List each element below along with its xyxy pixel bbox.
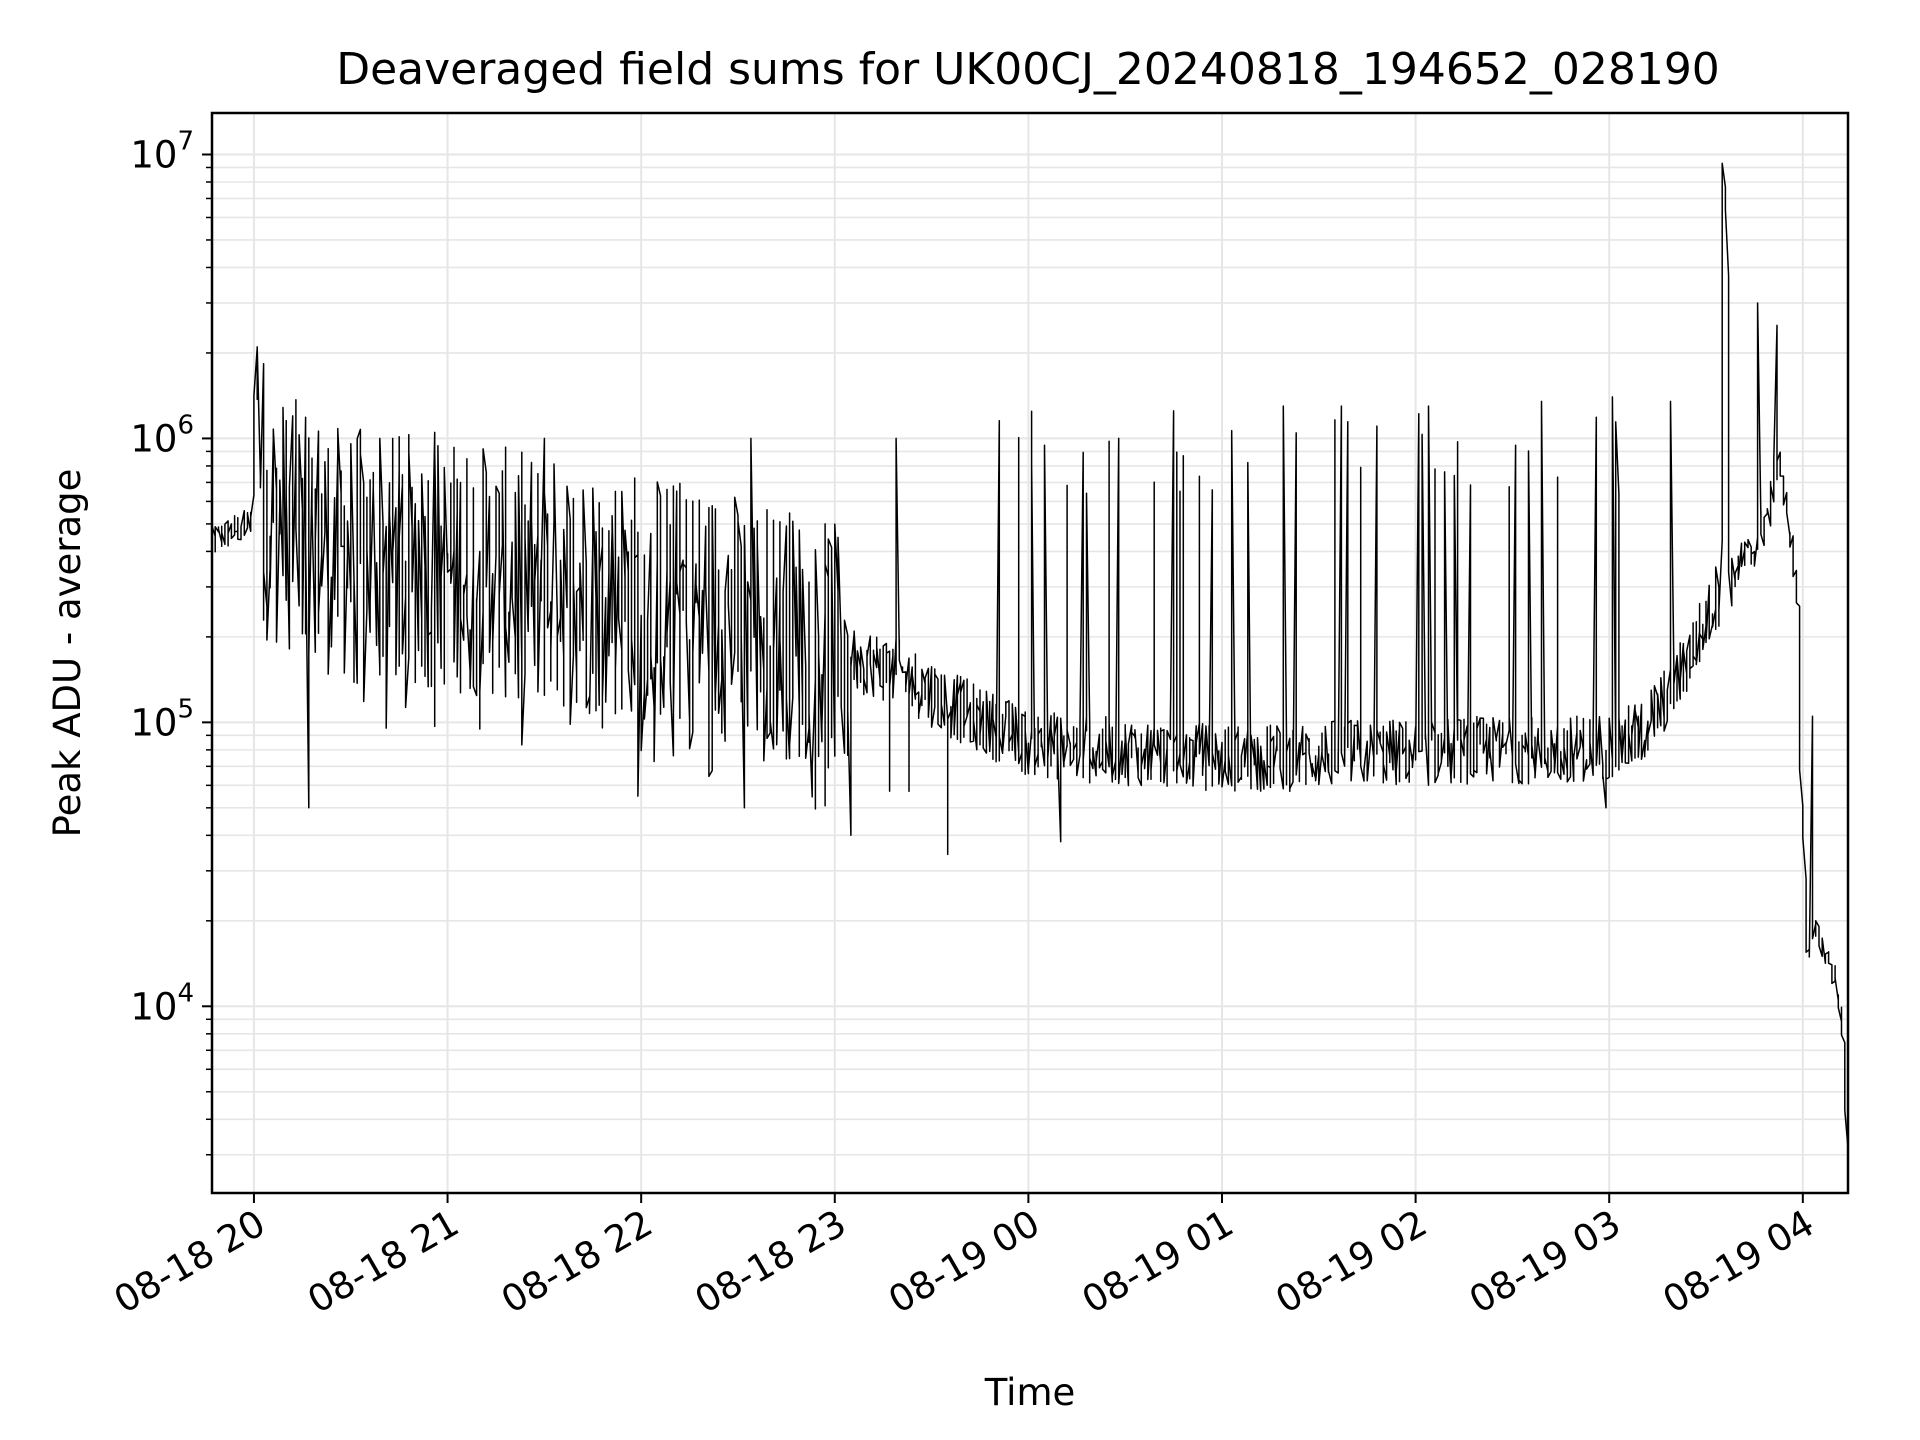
y-axis-label: Peak ADU - average <box>46 469 89 838</box>
plot-area <box>211 162 1849 1149</box>
y-tick-label: 107 <box>130 126 194 176</box>
y-tick-label: 106 <box>130 410 194 460</box>
chart-title: Deaveraged field sums for UK00CJ_2024081… <box>336 44 1720 95</box>
grid-lines <box>212 113 1848 1193</box>
axes-frame <box>210 111 1850 1195</box>
y-axis: 104 105 106 107 <box>130 126 212 1156</box>
x-axis-label: Time <box>984 1371 1076 1414</box>
series-line <box>211 162 1849 1149</box>
y-tick-label: 104 <box>130 978 194 1028</box>
y-tick-label: 105 <box>130 694 194 744</box>
